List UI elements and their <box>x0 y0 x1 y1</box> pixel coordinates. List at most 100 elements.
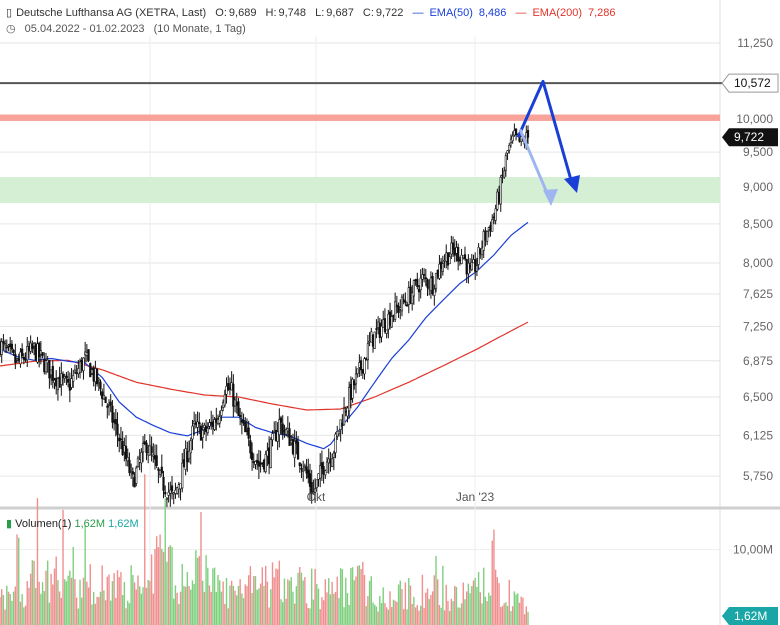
candle-body <box>210 422 213 424</box>
candle <box>102 383 105 400</box>
volume-bar <box>40 593 42 625</box>
volume-bar <box>457 607 459 625</box>
candle-body <box>46 359 49 363</box>
candle <box>220 405 223 422</box>
candle <box>150 436 153 462</box>
volume-bar <box>225 577 228 625</box>
time-axis: Okt Jan '23 <box>307 490 495 504</box>
volume-bar <box>433 575 436 625</box>
candle <box>457 243 460 271</box>
volume-bar <box>363 574 366 625</box>
candle <box>278 408 281 448</box>
volume-bar <box>176 592 178 625</box>
ema50-path <box>0 221 529 450</box>
candle-body <box>482 231 485 251</box>
candle-body <box>477 247 480 265</box>
volume-bar <box>469 593 471 625</box>
candle-body <box>440 261 443 269</box>
y-tick-label: 10,000 <box>736 112 773 126</box>
candle <box>213 417 216 431</box>
candle <box>445 244 448 269</box>
candle-body <box>4 343 7 346</box>
volume-bar <box>339 568 342 625</box>
volume-bar <box>486 601 488 625</box>
ema200-legend-value: 7,286 <box>588 7 616 19</box>
candle <box>106 403 109 419</box>
candle <box>404 292 407 307</box>
candle-body <box>266 450 269 457</box>
volume-bar <box>263 585 265 625</box>
candle <box>337 430 341 437</box>
candle-body <box>395 304 398 308</box>
volume-bar <box>150 554 153 625</box>
candle <box>186 441 189 472</box>
volume-bar <box>404 582 407 625</box>
candle-body <box>269 439 272 469</box>
volume-bar <box>246 586 248 625</box>
candle <box>377 316 380 335</box>
candle-body <box>443 259 446 262</box>
candle <box>317 473 320 487</box>
volume-bar <box>50 573 52 625</box>
volume-bar <box>171 547 173 625</box>
candle <box>211 414 215 435</box>
candle-body <box>368 340 371 343</box>
volume-bar <box>464 599 466 625</box>
candle-body <box>465 259 468 275</box>
y-tick-label: 9,000 <box>743 180 773 194</box>
candle <box>198 412 201 435</box>
volume-bar <box>319 609 321 625</box>
candle <box>414 278 417 286</box>
candle <box>29 335 32 355</box>
volume-bar <box>137 575 139 625</box>
volume-label[interactable]: Volumen(1) <box>15 518 72 530</box>
volume-bar <box>190 589 192 625</box>
candle-body <box>460 254 463 264</box>
candle <box>189 437 192 465</box>
volume-bar <box>86 581 88 625</box>
volume-bar <box>336 576 338 625</box>
candle-body <box>77 368 80 374</box>
candle-body <box>99 381 102 389</box>
volume-bar <box>111 581 114 625</box>
candle-body <box>43 358 46 373</box>
volume-bar <box>128 603 131 625</box>
candle-body <box>414 279 417 282</box>
volume-bar <box>84 525 86 625</box>
candle-body <box>286 428 289 432</box>
candle <box>208 419 211 430</box>
candle <box>7 343 10 352</box>
volume-bar <box>201 580 204 625</box>
candle-body <box>123 445 126 453</box>
candle-body <box>390 316 393 328</box>
candle <box>61 371 65 386</box>
candle-body <box>218 416 221 424</box>
ema200-legend-label[interactable]: EMA(200) <box>532 7 582 19</box>
candle <box>412 279 415 305</box>
ema50-legend-label[interactable]: EMA(50) <box>429 7 473 19</box>
candle <box>411 285 414 311</box>
candle <box>438 255 441 281</box>
candle <box>295 431 298 455</box>
volume-bar <box>65 581 68 625</box>
candle <box>308 463 312 500</box>
candle-body <box>337 430 341 435</box>
candle <box>462 255 465 260</box>
candle-body <box>222 402 225 408</box>
candle-body <box>191 425 194 440</box>
candle <box>97 377 100 392</box>
candle <box>257 449 260 480</box>
candle-body <box>331 458 334 467</box>
volume-bar <box>408 578 410 625</box>
candle <box>329 451 332 472</box>
low-value: 9,687 <box>326 7 354 19</box>
candle <box>210 410 213 430</box>
candle <box>160 454 163 477</box>
volume-bar <box>48 602 51 625</box>
candle <box>191 419 194 451</box>
candle <box>19 348 22 368</box>
candle <box>72 369 75 388</box>
candle <box>365 357 368 361</box>
volume-bar <box>333 593 335 625</box>
candle-body <box>34 343 37 361</box>
